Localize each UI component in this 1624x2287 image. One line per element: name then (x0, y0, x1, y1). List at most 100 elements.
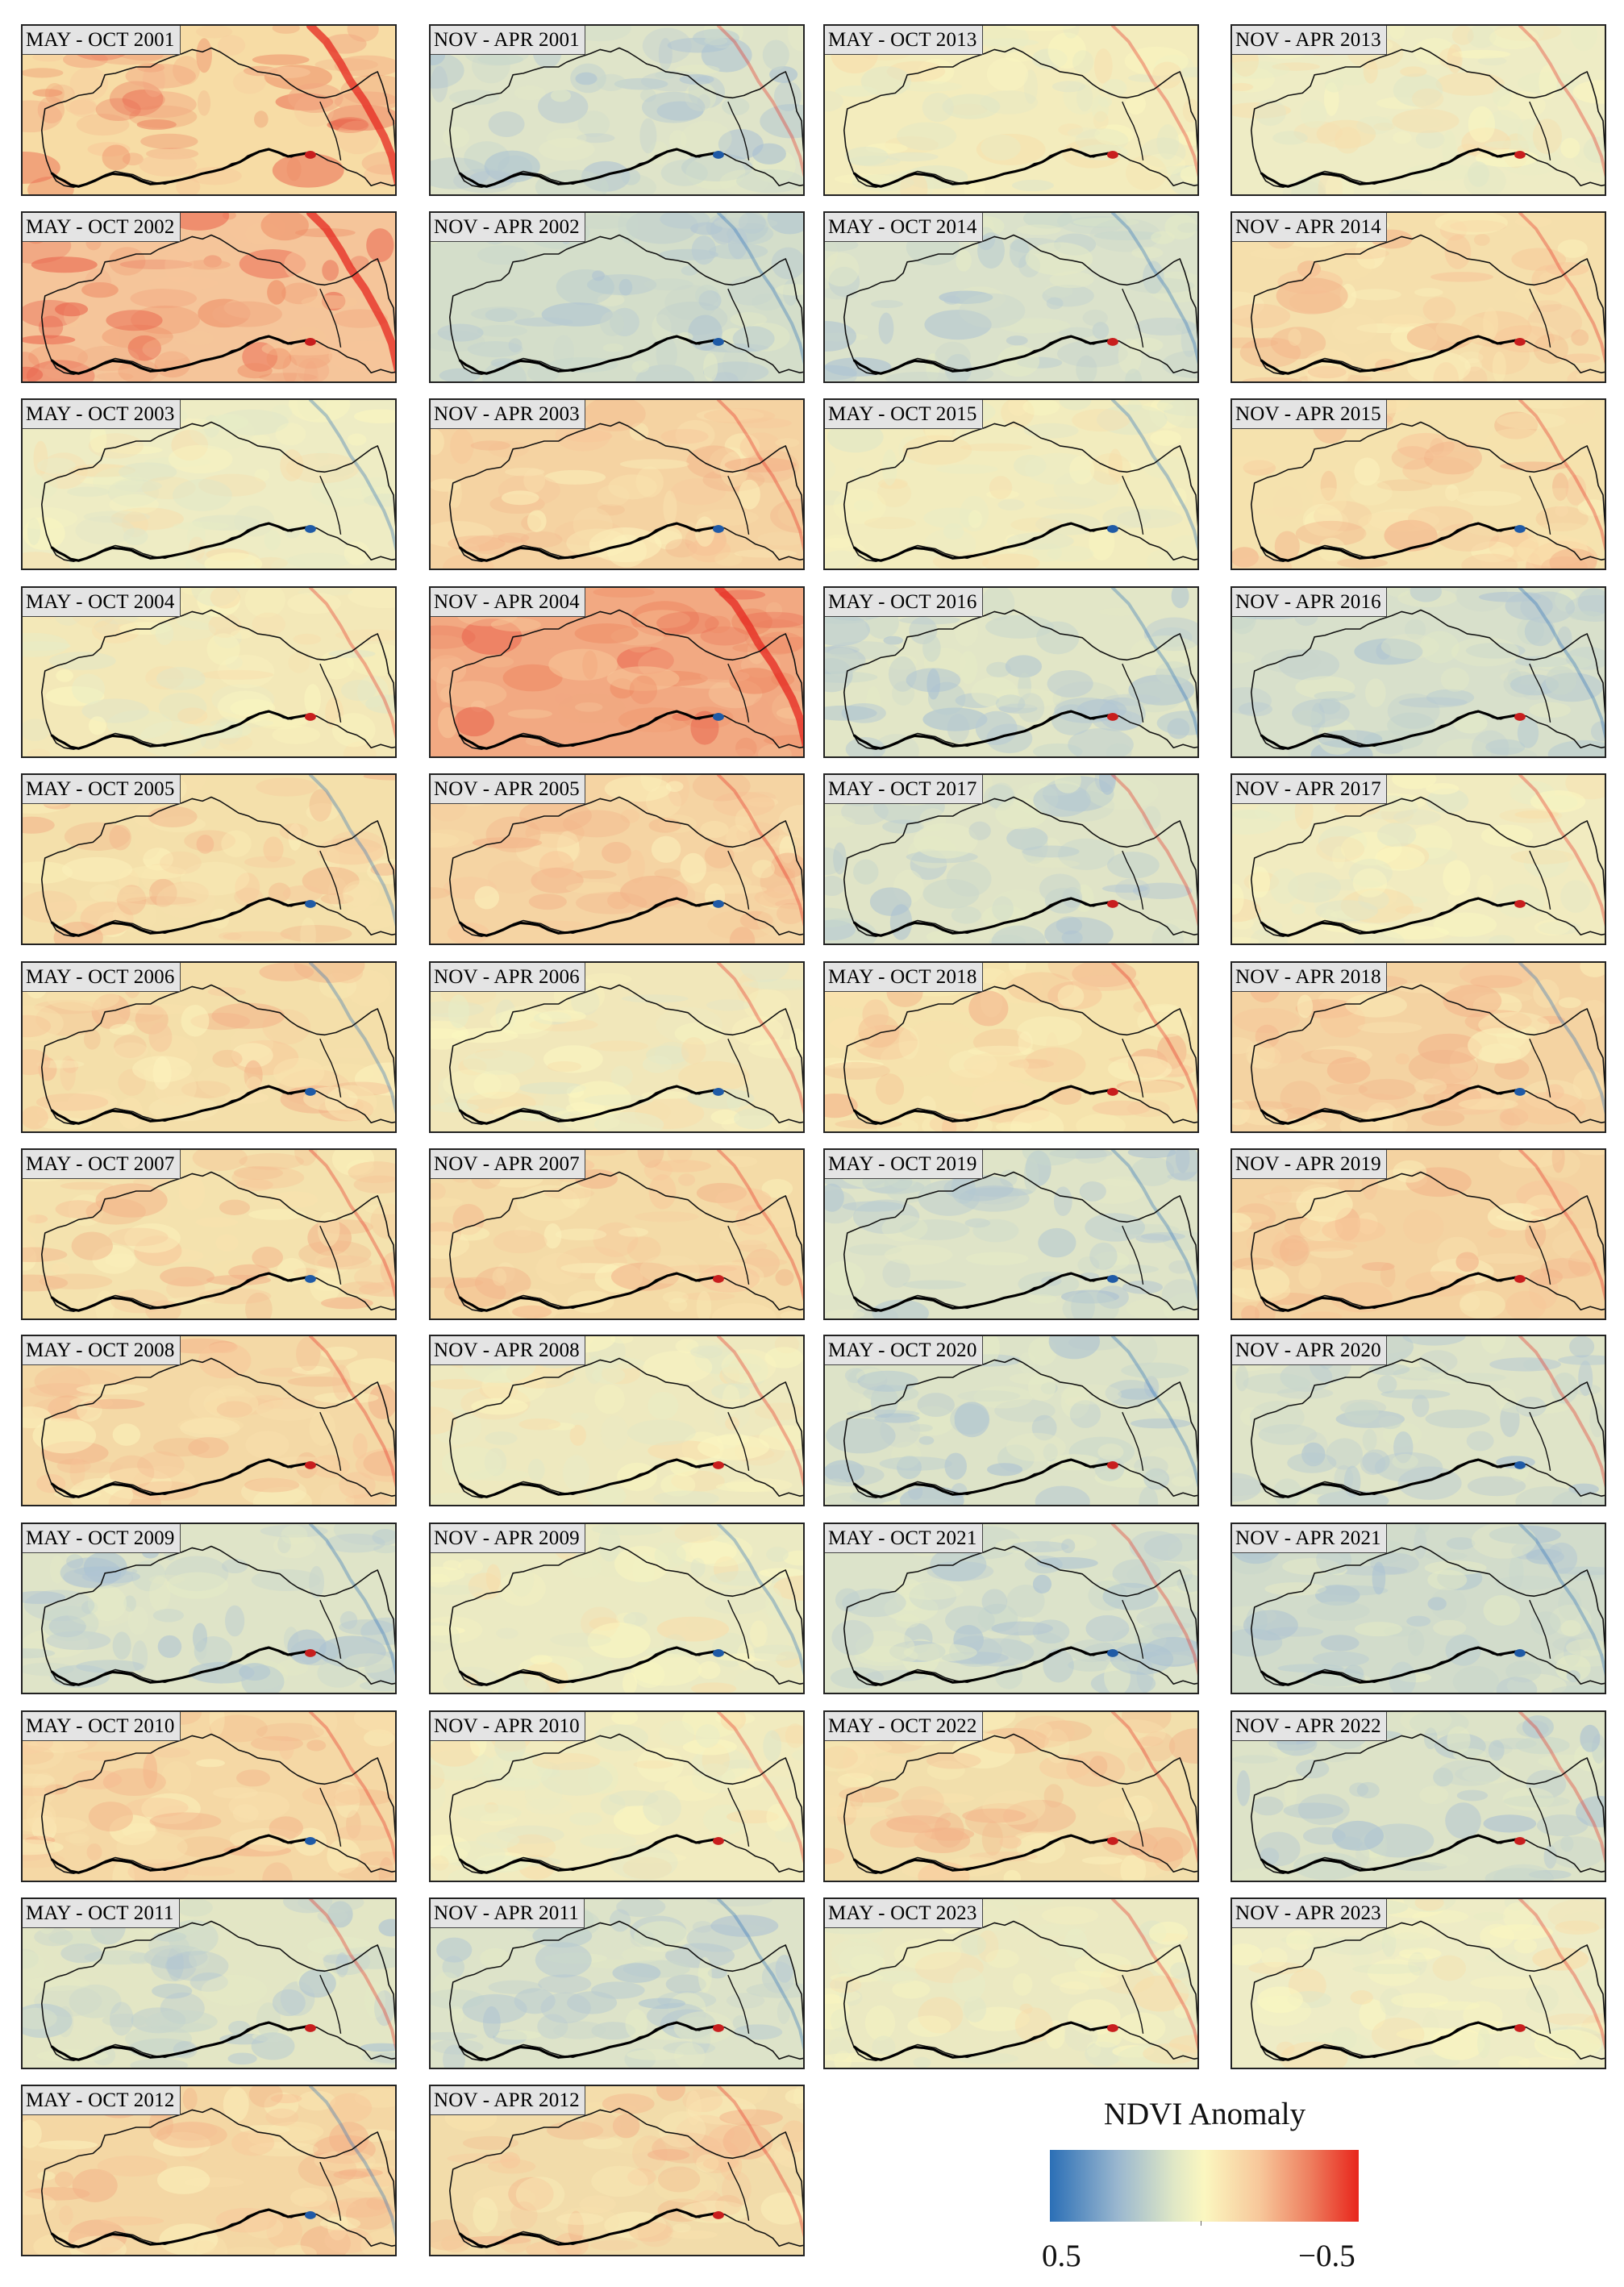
region-boundary (41, 2107, 395, 2248)
water-body-mark (712, 525, 724, 533)
river-corridor-anomaly (1110, 1899, 1197, 2051)
region-boundary (41, 421, 395, 562)
panel-label: MAY - OCT 2009 (23, 1524, 181, 1553)
anomaly-texture (830, 1524, 1197, 1693)
river-corridor-anomaly (716, 1712, 803, 1864)
color-legend: NDVI Anomaly 0.5 −0.5 (1042, 2092, 1363, 2287)
anomaly-texture (1232, 775, 1605, 944)
inner-boundary (1529, 1225, 1551, 1285)
ndvi-map-panel: MAY - OCT 2007 (21, 1148, 397, 1320)
region-boundary (41, 796, 395, 937)
anomaly-texture (825, 1150, 1197, 1318)
panel-label: MAY - OCT 2020 (825, 1336, 983, 1365)
water-body-mark (304, 2211, 316, 2219)
river-corridor-anomaly (308, 1524, 395, 1676)
anomaly-map (825, 1150, 1197, 1318)
southern-river-boundary (852, 897, 1110, 937)
anomaly-texture (1232, 213, 1605, 381)
region-boundary (843, 1545, 1197, 1686)
region-boundary (843, 234, 1197, 375)
region-boundary (843, 47, 1197, 188)
southern-river-boundary (458, 2208, 716, 2248)
river-corridor-anomaly (308, 963, 395, 1114)
river-corridor-anomaly (716, 26, 803, 177)
anomaly-map (431, 1150, 803, 1318)
panel-label: MAY - OCT 2014 (825, 213, 983, 242)
panel-label: NOV - APR 2017 (1232, 775, 1387, 804)
southern-river-boundary (1260, 1272, 1518, 1312)
ndvi-map-panel: NOV - APR 2014 (1230, 211, 1606, 383)
panel-label: NOV - APR 2015 (1232, 400, 1387, 429)
water-body-mark (1514, 1088, 1526, 1096)
inner-boundary (319, 850, 342, 910)
river-corridor-anomaly (716, 213, 803, 365)
ndvi-map-panel: NOV - APR 2015 (1230, 398, 1606, 570)
southern-river-boundary (50, 1085, 308, 1125)
panel-label: MAY - OCT 2008 (23, 1336, 181, 1365)
water-body-mark (1106, 338, 1118, 346)
water-body-mark (304, 2024, 316, 2032)
river-corridor-anomaly (308, 1899, 395, 2051)
ndvi-map-panel: NOV - APR 2012 (429, 2085, 805, 2256)
river-corridor-anomaly (1110, 400, 1197, 552)
inner-boundary (727, 1038, 750, 1098)
anomaly-texture (23, 1150, 395, 1318)
river-corridor-anomaly (308, 588, 395, 739)
ndvi-map-panel: MAY - OCT 2020 (823, 1335, 1199, 1506)
anomaly-map (830, 1524, 1197, 1693)
inner-boundary (319, 2161, 342, 2221)
southern-river-boundary (458, 148, 716, 188)
anomaly-map (431, 26, 803, 194)
southern-river-boundary (50, 2208, 308, 2248)
river-corridor-anomaly (716, 1899, 803, 2051)
water-body-mark (712, 1275, 724, 1283)
region-boundary (41, 1171, 395, 1312)
panel-label: MAY - OCT 2001 (23, 26, 181, 55)
region-boundary (1251, 984, 1605, 1125)
ndvi-map-panel: MAY - OCT 2006 (21, 961, 397, 1133)
southern-river-boundary (458, 897, 716, 937)
anomaly-map (825, 26, 1197, 194)
inner-boundary (1122, 1974, 1144, 2034)
ndvi-map-panel: NOV - APR 2009 (429, 1523, 805, 1694)
inner-boundary (319, 1038, 342, 1098)
water-body-mark (304, 151, 316, 159)
ndvi-map-panel: MAY - OCT 2018 (823, 961, 1199, 1133)
ndvi-map-panel: MAY - OCT 2016 (823, 586, 1199, 758)
panel-label: NOV - APR 2011 (431, 1899, 585, 1928)
ndvi-map-panel: MAY - OCT 2019 (823, 1148, 1199, 1320)
water-body-mark (304, 338, 316, 346)
water-body-mark (1514, 1649, 1526, 1657)
ndvi-map-panel: MAY - OCT 2021 (823, 1523, 1199, 1694)
water-body-mark (304, 1088, 316, 1096)
river-corridor-anomaly (1110, 775, 1197, 927)
ndvi-map-panel: MAY - OCT 2012 (21, 2085, 397, 2256)
water-body-mark (1514, 151, 1526, 159)
southern-river-boundary (458, 335, 716, 375)
southern-river-boundary (50, 1272, 308, 1312)
panel-label: MAY - OCT 2013 (825, 26, 983, 55)
ndvi-map-panel: NOV - APR 2016 (1230, 586, 1606, 758)
inner-boundary (1529, 101, 1551, 160)
region-boundary (449, 1920, 803, 2061)
region-boundary (1251, 47, 1605, 188)
inner-boundary (727, 1411, 750, 1471)
panel-label: NOV - APR 2005 (431, 775, 585, 804)
anomaly-map (1232, 775, 1605, 944)
water-body-mark (712, 151, 724, 159)
anomaly-map (1232, 213, 1605, 381)
water-body-mark (304, 525, 316, 533)
region-boundary (41, 1357, 395, 1498)
anomaly-map (825, 963, 1197, 1131)
inner-boundary (1122, 1599, 1144, 1659)
water-body-mark (1514, 525, 1526, 533)
ndvi-map-panel: NOV - APR 2018 (1230, 961, 1606, 1133)
panel-label: MAY - OCT 2010 (23, 1712, 181, 1741)
river-corridor-anomaly (1110, 213, 1197, 365)
inner-boundary (727, 1599, 750, 1659)
water-body-mark (712, 1461, 724, 1469)
ndvi-map-panel: NOV - APR 2008 (429, 1335, 805, 1506)
river-corridor-anomaly (1110, 1712, 1197, 1864)
panel-label: NOV - APR 2018 (1232, 963, 1387, 992)
anomaly-texture (431, 2086, 803, 2255)
